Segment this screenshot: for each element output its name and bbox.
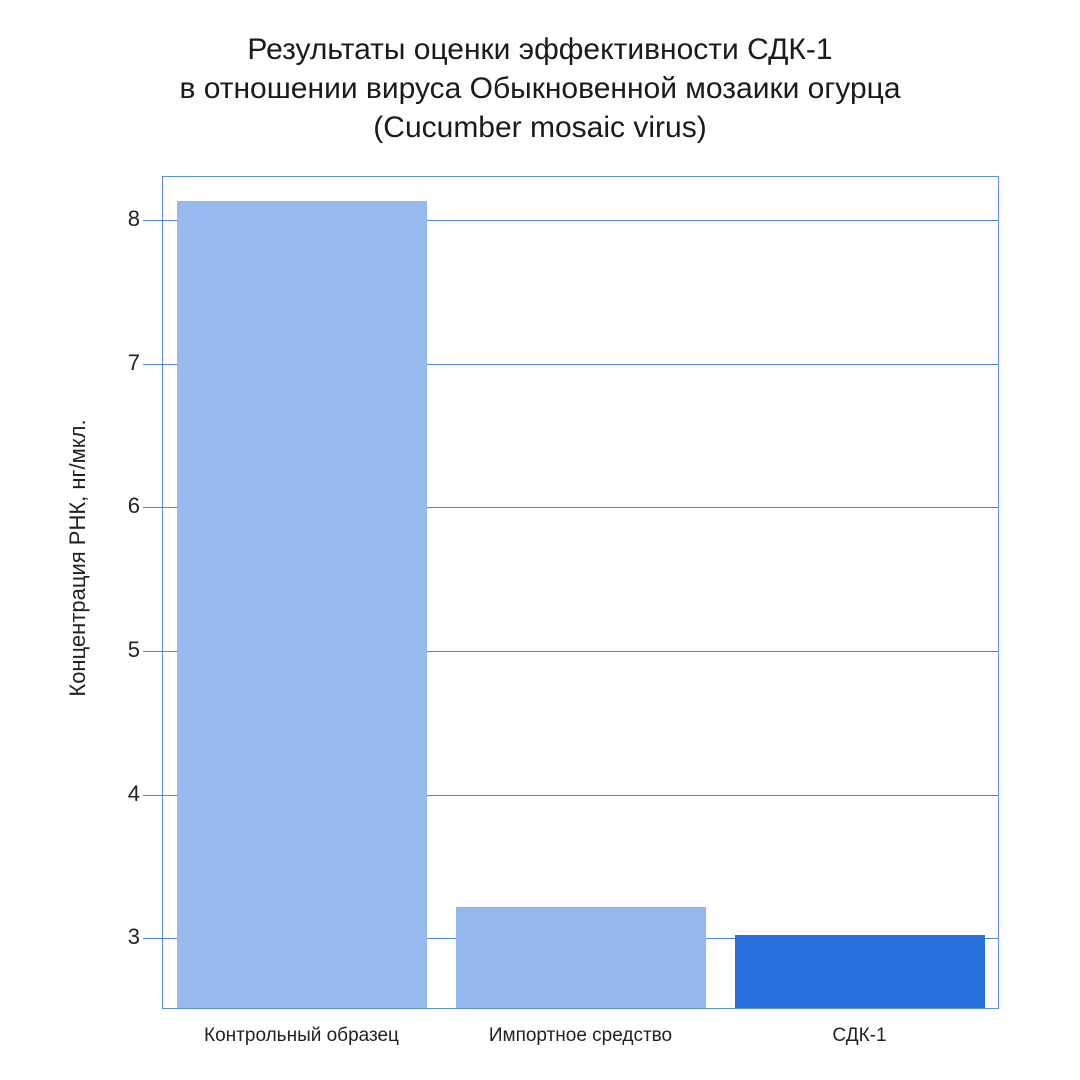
x-tick-label: Импортное средство (488, 1025, 673, 1046)
chart-title-line-2: в отношении вируса Обыкновенной мозаики … (179, 72, 901, 105)
gridline (143, 220, 998, 222)
bar (176, 200, 427, 1008)
y-tick-label: 8 (127, 206, 140, 232)
y-tick-label: 3 (127, 924, 140, 950)
gridline (143, 507, 998, 509)
chart-title: Результаты оценки эффективности СДК-1 в … (0, 30, 1080, 147)
y-tick-label: 7 (127, 349, 140, 375)
x-tick-label: СДК-1 (832, 1025, 887, 1046)
x-tick-label: Контрольный образец (204, 1025, 399, 1046)
y-axis-label: Концентрация РНК, нг/мкл. (65, 419, 90, 697)
y-tick-label: 4 (127, 780, 140, 806)
plot-area (143, 176, 999, 1009)
y-tick-label: 5 (127, 636, 140, 662)
chart-title-line-1: Результаты оценки эффективности СДК-1 (247, 33, 833, 66)
y-tick-label: 6 (127, 493, 140, 519)
gridline (143, 650, 998, 652)
gridline (143, 794, 998, 796)
chart-title-line-3: (Cucumber mosaic virus) (373, 111, 707, 144)
bar (455, 907, 706, 1008)
bar (734, 934, 985, 1008)
gridline (143, 363, 998, 365)
